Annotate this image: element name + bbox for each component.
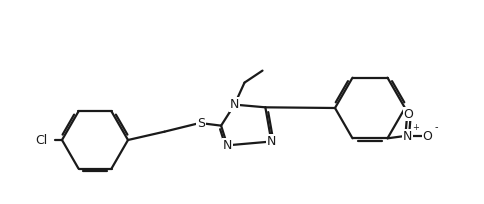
Text: N: N xyxy=(223,139,232,152)
Text: -: - xyxy=(435,122,438,132)
Text: N: N xyxy=(403,130,412,143)
Text: N: N xyxy=(267,135,276,148)
Text: O: O xyxy=(423,130,432,143)
Text: O: O xyxy=(404,108,413,121)
Text: N: N xyxy=(230,98,239,111)
Text: +: + xyxy=(412,123,419,132)
Text: S: S xyxy=(197,117,205,130)
Text: Cl: Cl xyxy=(36,133,48,146)
